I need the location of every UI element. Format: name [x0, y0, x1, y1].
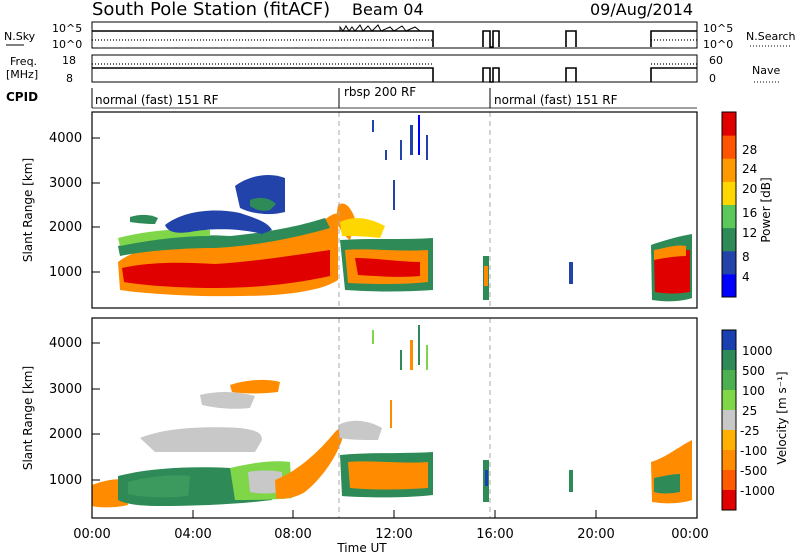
power-ytick-3000: 3000	[49, 176, 82, 191]
beam-label: Beam 04	[352, 0, 424, 19]
velocity-y-ticks: 1000 2000 3000 4000	[49, 336, 100, 488]
power-cbar-tick-28: 28	[742, 143, 757, 157]
velocity-cbar-color-block	[722, 490, 736, 511]
power-cbar-tick-24: 24	[742, 162, 757, 176]
velocity-cbar-tick-25: 25	[742, 404, 757, 418]
velocity-cbar-color-block	[722, 390, 736, 411]
x-axis-label: Time UT	[336, 541, 387, 554]
freq-label-1: Freq.	[10, 55, 37, 68]
velocity-cbar-color-block	[722, 330, 736, 351]
velocity-cbar-tick-1000: 1000	[742, 344, 773, 358]
velocity-cbar-color-block	[722, 410, 736, 431]
power-cbar-color-block	[722, 227, 736, 252]
power-cbar-color-block	[722, 158, 736, 182]
velocity-cbar-color-block	[722, 470, 736, 491]
velocity-cbar-label: Velocity [m s⁻¹]	[775, 371, 789, 464]
power-cbar-tick-4: 4	[742, 270, 750, 284]
velocity-cbar-tick-500: 500	[742, 364, 765, 378]
power-cbar-color-block	[722, 181, 736, 205]
nsky-strip: N.Sky 10^5 10^0 10^5 10^0 N.Search	[4, 21, 796, 51]
nsky-label: N.Sky	[4, 30, 36, 43]
nsky-tick-bottom: 10^0	[52, 38, 82, 51]
cpid-strip: CPID normal (fast) 151 RF rbsp 200 RF no…	[6, 85, 697, 109]
power-cbar-tick-16: 16	[742, 206, 757, 220]
velocity-cbar-color-block	[722, 350, 736, 371]
nsearch-label: N.Search	[746, 30, 796, 43]
velocity-cbar-tick-neg500: -500	[740, 464, 767, 478]
power-ytick-4000: 4000	[49, 131, 82, 146]
power-cbar-color-block	[722, 250, 736, 275]
velocity-ytick-2000: 2000	[49, 427, 82, 442]
power-data	[118, 115, 692, 302]
nsky-spikes	[339, 24, 421, 32]
velocity-cbar-tick-neg100: -100	[740, 444, 767, 458]
power-y-ticks: 1000 2000 3000 4000	[49, 131, 100, 280]
power-colorbar: 28 24 20 16 12 8 4 Power [dB]	[721, 111, 773, 298]
power-cbar-tick-12: 12	[742, 226, 757, 240]
velocity-ytick-3000: 3000	[49, 382, 82, 397]
power-cbar-color-block	[722, 273, 736, 298]
xtick-3: 12:00	[375, 527, 412, 542]
velocity-ytick-4000: 4000	[49, 336, 82, 351]
date-label: 09/Aug/2014	[590, 0, 693, 19]
velocity-colorbar: 1000 500 100 25 -25 -100 -500 -1000 Velo…	[721, 329, 789, 511]
cpid-segment-3: normal (fast) 151 RF	[494, 93, 618, 107]
velocity-ytick-1000: 1000	[49, 473, 82, 488]
xtick-6: 00:00	[671, 527, 708, 542]
freq-tick-bottom: 8	[66, 72, 73, 85]
velocity-cbar-color-block	[722, 450, 736, 471]
xtick-2: 08:00	[274, 527, 311, 542]
velocity-cbar-tick-100: 100	[742, 384, 765, 398]
nsky-tick-top: 10^5	[52, 22, 82, 35]
velocity-cbar-tick-neg1000: -1000	[740, 484, 775, 498]
velocity-ylabel: Slant Range [km]	[21, 366, 35, 470]
velocity-cbar-tick-neg25: -25	[740, 424, 760, 438]
nsky-trace	[92, 30, 697, 48]
power-cbar-tick-20: 20	[742, 182, 757, 196]
power-ylabel: Slant Range [km]	[21, 158, 35, 262]
freq-trace	[92, 67, 697, 83]
nsearch-tick-top: 10^5	[703, 22, 733, 35]
power-cbar-tick-8: 8	[742, 250, 750, 264]
xtick-5: 20:00	[577, 527, 614, 542]
freq-label-2: [MHz]	[6, 68, 38, 81]
xtick-1: 04:00	[174, 527, 211, 542]
power-panel: 1000 2000 3000 4000 Slant Range [km]	[21, 111, 698, 309]
station-title: South Pole Station (fitACF)	[92, 0, 330, 20]
nave-label: Nave	[752, 64, 780, 77]
nave-tick-top: 60	[709, 54, 723, 67]
cpid-segment-1: normal (fast) 151 RF	[95, 93, 219, 107]
xtick-4: 16:00	[476, 527, 513, 542]
velocity-panel: 1000 2000 3000 4000 Slant Range [km]	[21, 317, 698, 519]
freq-strip: Freq. [MHz] 18 8 60 0 Nave	[6, 54, 780, 85]
velocity-cbar-color-block	[722, 430, 736, 451]
velocity-cbar-color-block	[722, 370, 736, 391]
xtick-0: 00:00	[73, 527, 110, 542]
cpid-segment-2: rbsp 200 RF	[344, 85, 416, 99]
power-cbar-label: Power [dB]	[759, 177, 773, 242]
power-cbar-color-block	[722, 112, 736, 136]
power-ytick-1000: 1000	[49, 265, 82, 280]
velocity-data	[92, 325, 692, 508]
nsearch-tick-bottom: 10^0	[703, 38, 733, 51]
x-axis: 00:00 04:00 08:00 12:00 16:00 20:00 00:0…	[73, 510, 709, 554]
nave-tick-bottom: 0	[709, 72, 716, 85]
power-ytick-2000: 2000	[49, 220, 82, 235]
cpid-label: CPID	[6, 90, 38, 104]
power-cbar-color-block	[722, 204, 736, 229]
freq-tick-top: 18	[62, 54, 76, 67]
power-cbar-color-block	[722, 135, 736, 159]
